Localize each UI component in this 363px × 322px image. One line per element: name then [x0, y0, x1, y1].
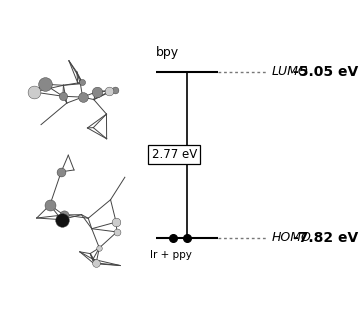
Text: Ir + ppy: Ir + ppy: [150, 251, 192, 260]
Text: bpy: bpy: [155, 46, 179, 59]
Text: HOMO: HOMO: [272, 231, 311, 244]
Text: -5.05 eV: -5.05 eV: [293, 65, 358, 79]
Text: -7.82 eV: -7.82 eV: [293, 231, 358, 245]
Text: LUMO: LUMO: [272, 65, 308, 78]
Text: 2.77 eV: 2.77 eV: [152, 148, 197, 161]
